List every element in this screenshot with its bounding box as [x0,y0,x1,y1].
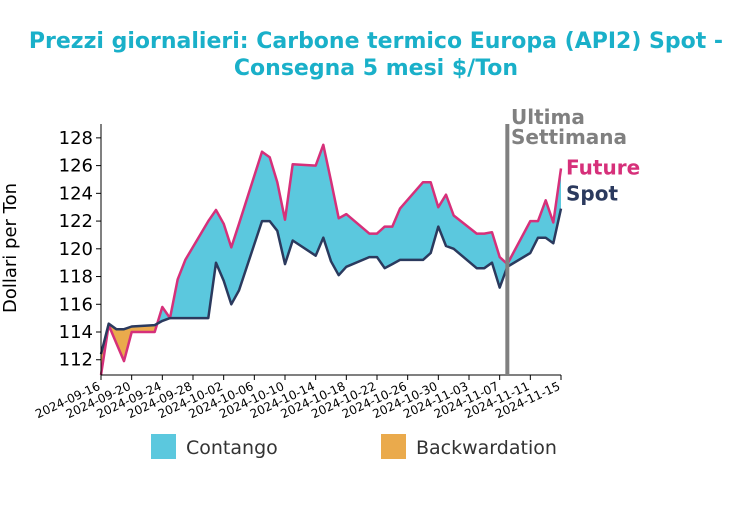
chart-title-line2: Consegna 5 mesi $/Ton [234,56,518,81]
series-label-spot: Spot [566,182,618,206]
y-tick-label: 122 [59,211,93,232]
legend: Contango Backwardation [151,434,557,459]
legend-label-backwardation: Backwardation [416,437,557,459]
y-tick-label: 120 [59,239,93,260]
y-tick-label: 124 [59,183,93,204]
chart: Prezzi giornalieri: Carbone termico Euro… [0,0,752,505]
y-tick-label: 126 [59,156,93,177]
legend-swatch-backwardation [381,434,406,459]
y-tick-label: 128 [59,128,93,149]
marker-label-line2: Settimana [511,125,627,149]
legend-label-contango: Contango [186,437,278,459]
contango-area [157,145,561,324]
y-tick-label: 118 [59,267,93,288]
legend-swatch-contango [151,434,176,459]
y-axis-label: Dollari per Ton [0,183,21,313]
y-axis: 112 114 116 118 120 122 124 126 128 [59,124,101,375]
y-tick-label: 116 [59,294,93,315]
y-tick-label: 112 [59,350,93,371]
series-label-future: Future [566,155,640,179]
x-axis: 2024-09-162024-09-202024-09-242024-09-28… [33,375,562,421]
y-tick-label: 114 [59,322,93,343]
chart-title-line1: Prezzi giornalieri: Carbone termico Euro… [29,29,723,54]
